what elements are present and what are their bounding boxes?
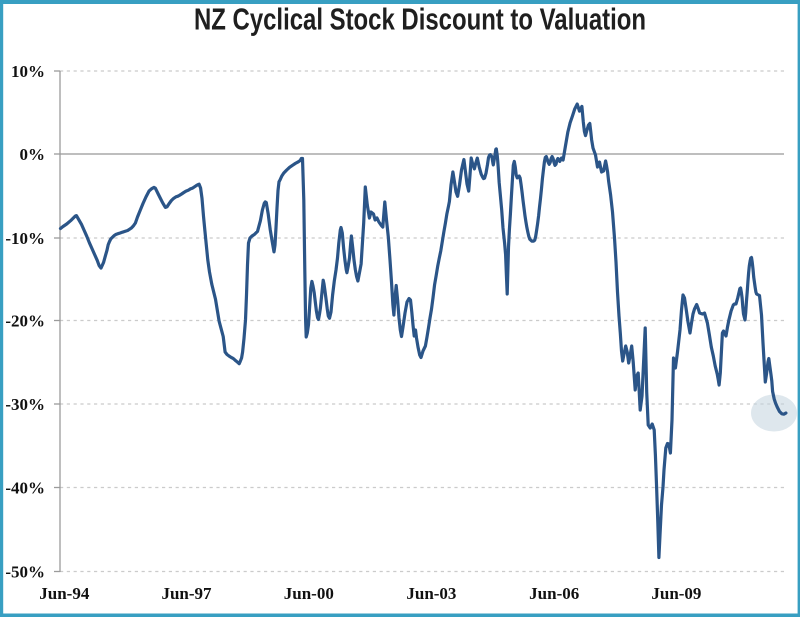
svg-text:Jun-03: Jun-03 <box>406 584 456 603</box>
svg-text:Jun-09: Jun-09 <box>651 584 701 603</box>
svg-text:-30%: -30% <box>5 395 45 414</box>
svg-text:10%: 10% <box>11 62 45 81</box>
svg-text:-20%: -20% <box>5 312 45 331</box>
svg-text:Jun-00: Jun-00 <box>284 584 334 603</box>
svg-text:-40%: -40% <box>5 479 45 498</box>
svg-text:NZ Cyclical Stock Discount to: NZ Cyclical Stock Discount to Valuation <box>194 2 646 37</box>
svg-text:0%: 0% <box>20 145 46 164</box>
svg-text:-50%: -50% <box>5 563 45 582</box>
svg-text:Jun-94: Jun-94 <box>39 584 90 603</box>
svg-text:Jun-97: Jun-97 <box>161 584 212 603</box>
svg-text:-10%: -10% <box>5 229 45 248</box>
svg-text:Jun-06: Jun-06 <box>529 584 579 603</box>
